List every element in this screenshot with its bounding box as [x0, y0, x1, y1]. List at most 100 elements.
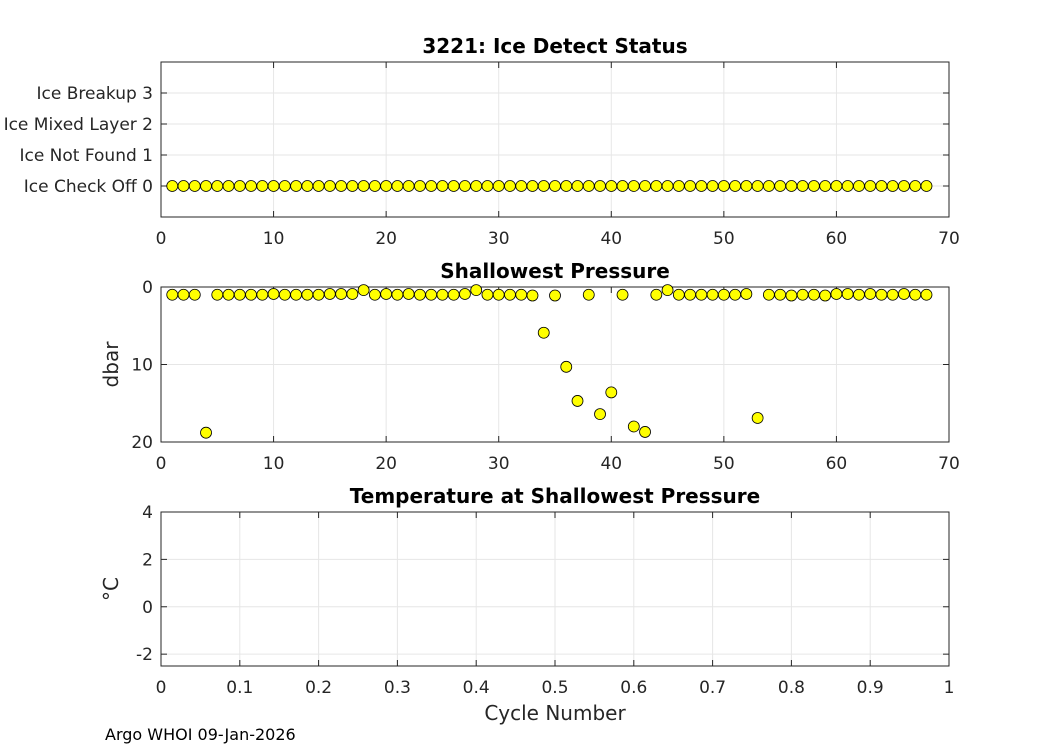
data-point [301, 288, 314, 301]
data-point [717, 180, 730, 192]
x-tick-label: 40 [600, 454, 622, 474]
data-point [762, 180, 775, 192]
data-point [188, 288, 201, 301]
data-point [447, 180, 460, 192]
data-point [717, 288, 730, 301]
x-tick-label: 60 [826, 454, 848, 474]
data-point [222, 288, 235, 301]
data-point [582, 288, 595, 301]
data-point [267, 180, 280, 192]
data-point [515, 288, 528, 301]
data-point [751, 412, 764, 424]
data-point [245, 180, 257, 192]
data-point [368, 180, 381, 192]
data-point [301, 180, 314, 192]
data-point [594, 408, 606, 421]
data-point [414, 288, 426, 301]
data-point [526, 289, 539, 302]
chart-title: 3221: Ice Detect Status [422, 34, 687, 58]
data-point [853, 288, 865, 301]
data-point [661, 180, 674, 192]
x-tick-label: 0.9 [857, 678, 884, 698]
data-point [909, 180, 922, 192]
data-point [414, 180, 426, 192]
data-point [616, 180, 629, 192]
y-tick-label: Ice Mixed Layer 2 [4, 115, 153, 135]
data-point [177, 180, 190, 192]
data-point [335, 288, 348, 300]
data-point [729, 180, 742, 192]
data-point [740, 288, 753, 300]
x-axis-label: Cycle Number [484, 701, 626, 725]
data-point [323, 288, 336, 300]
chart-title: Temperature at Shallowest Pressure [350, 484, 760, 508]
data-point [481, 288, 494, 301]
data-point [470, 284, 483, 297]
x-tick-label: 40 [600, 229, 622, 249]
data-point [312, 180, 325, 192]
x-tick-label: 20 [375, 229, 397, 249]
y-tick-label: 4 [142, 503, 153, 523]
data-point [785, 180, 798, 192]
data-point [380, 180, 393, 192]
data-point [425, 288, 438, 301]
data-point [504, 288, 516, 301]
data-point [920, 288, 933, 301]
y-tick-label: Ice Check Off 0 [24, 177, 153, 197]
data-point [549, 180, 561, 192]
data-point [650, 288, 663, 301]
data-point [672, 288, 685, 301]
y-axis-label: °C [99, 577, 123, 601]
data-point [515, 180, 528, 192]
data-point [166, 288, 179, 301]
data-point [695, 180, 708, 192]
data-point [380, 288, 393, 300]
data-point [796, 288, 809, 301]
data-point [492, 180, 505, 192]
data-point [740, 180, 753, 192]
data-point [684, 180, 696, 192]
x-tick-label: 70 [938, 229, 960, 249]
data-point [278, 288, 291, 301]
data-point [706, 180, 719, 192]
x-tick-label: 10 [263, 454, 285, 474]
y-tick-label: 20 [131, 433, 153, 453]
data-point [459, 288, 471, 300]
data-point [245, 288, 257, 301]
data-point [391, 180, 404, 192]
data-point [504, 180, 516, 192]
data-point [751, 180, 764, 192]
data-point [402, 288, 415, 300]
chart-title: Shallowest Pressure [440, 259, 670, 283]
data-point [290, 180, 302, 192]
data-point [447, 288, 460, 301]
y-tick-label: Ice Breakup 3 [37, 84, 154, 104]
x-tick-label: 50 [713, 454, 735, 474]
x-tick-label: 0.3 [384, 678, 411, 698]
data-point [312, 288, 325, 301]
y-tick-label: 10 [131, 356, 153, 376]
data-point [875, 180, 888, 192]
x-tick-label: 20 [375, 454, 397, 474]
data-point [211, 180, 224, 192]
data-point [796, 180, 809, 192]
data-point [841, 180, 854, 192]
data-point [639, 180, 651, 192]
data-point [459, 180, 471, 192]
data-point [853, 180, 865, 192]
data-point [571, 395, 584, 407]
x-tick-label: 10 [263, 229, 285, 249]
y-axis-label: dbar [99, 341, 123, 388]
x-tick-label: 0 [156, 678, 167, 698]
data-point [537, 326, 550, 339]
chart-2: 0 10 20 30 40 50 60 70 0 10 20 Shallowest Pressure d… [99, 259, 960, 474]
data-point [808, 288, 820, 301]
x-tick-label: 50 [713, 229, 735, 249]
data-point [346, 288, 359, 300]
data-point [605, 180, 618, 192]
data-point [278, 180, 291, 192]
data-point [864, 180, 877, 192]
data-point [357, 284, 370, 297]
data-point [357, 180, 370, 192]
